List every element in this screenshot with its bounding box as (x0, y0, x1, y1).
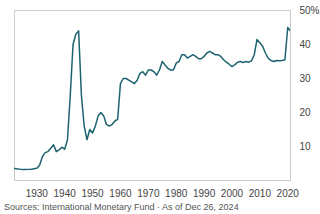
svg-text:1930: 1930 (26, 188, 49, 199)
svg-text:20: 20 (300, 107, 312, 118)
svg-text:2000: 2000 (221, 188, 244, 199)
svg-text:40: 40 (300, 39, 312, 50)
svg-text:10: 10 (300, 141, 312, 152)
svg-text:50%: 50% (300, 5, 320, 16)
svg-text:1970: 1970 (137, 188, 160, 199)
svg-text:30: 30 (300, 73, 312, 84)
html-text:Sources: International Monetar: Sources: International Monetary Fund · A… (4, 202, 239, 212)
svg-text:2020: 2020 (277, 188, 300, 199)
svg-text:1960: 1960 (109, 188, 132, 199)
svg-text:1950: 1950 (81, 188, 104, 199)
svg-text:1980: 1980 (165, 188, 188, 199)
svg-text:1990: 1990 (193, 188, 216, 199)
svg-text:2010: 2010 (249, 188, 272, 199)
svg-text:1940: 1940 (54, 188, 77, 199)
